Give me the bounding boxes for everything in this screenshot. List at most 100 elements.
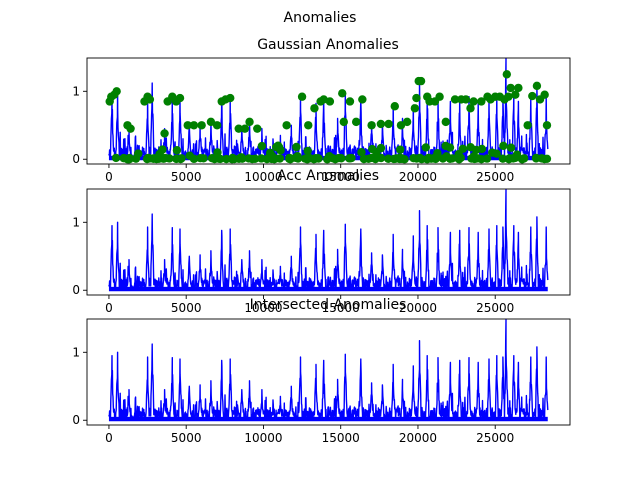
x-tick-label: 25000 (476, 170, 514, 184)
anomaly-marker (416, 76, 426, 86)
anomaly-marker (506, 83, 515, 93)
anomaly-marker (304, 153, 314, 163)
plot-marks (108, 319, 549, 422)
x-tick-label: 25000 (476, 301, 514, 315)
anomaly-marker (172, 154, 181, 164)
anomaly-marker (410, 104, 420, 113)
anomaly-marker (511, 153, 520, 163)
anomaly-marker (488, 148, 497, 157)
anomaly-marker (422, 155, 432, 164)
anomaly-marker (145, 95, 155, 104)
anomaly-marker (265, 148, 275, 158)
anomaly-marker (402, 117, 412, 127)
anomaly-marker (376, 119, 386, 129)
anomaly-marker (303, 146, 312, 156)
anomaly-marker (466, 142, 475, 152)
x-tick-label: 15000 (322, 170, 360, 184)
anomaly-marker (172, 146, 182, 155)
y-tick-label: 1 (72, 345, 80, 359)
anomaly-marker (237, 154, 246, 163)
axis-ticks: 0 5000 10000 15000 20000 25000 0 1 (72, 345, 514, 445)
anomaly-marker (433, 148, 442, 158)
anomaly-marker (234, 124, 243, 133)
anomaly-marker (498, 154, 508, 163)
anomaly-marker (376, 143, 386, 153)
anomaly-marker (504, 154, 514, 164)
anomaly-marker (477, 144, 487, 154)
plot-marks (108, 189, 549, 292)
anomaly-marker (257, 141, 267, 151)
anomaly-marker (197, 121, 206, 130)
x-tick-label: 15000 (322, 431, 360, 445)
anomaly-marker (514, 83, 523, 93)
anomaly-marker (339, 117, 348, 127)
panel-gaussian-anomalies: Gaussian Anomalies 0 5000 10000 15000 20000 2… (72, 37, 571, 184)
anomaly-marker (206, 117, 216, 127)
anomaly-marker (323, 155, 332, 164)
anomaly-marker (466, 104, 475, 113)
anomaly-marker (502, 70, 512, 79)
anomaly-marker (506, 143, 516, 152)
y-tick-label: 1 (72, 84, 80, 98)
anomaly-marker (123, 155, 132, 164)
anomaly-marker (511, 90, 520, 99)
anomaly-marker (396, 121, 406, 130)
anomaly-marker (158, 145, 167, 154)
anomaly-marker (253, 124, 262, 133)
anomaly-marker (304, 121, 313, 130)
y-tick-label: 0 (72, 152, 80, 166)
anomaly-marker (112, 87, 121, 96)
signal-baseline-band (108, 286, 548, 292)
anomaly-marker (165, 154, 174, 163)
anomaly-marker (358, 95, 367, 104)
anomaly-marker (528, 91, 537, 101)
x-tick-label: 20000 (399, 301, 437, 315)
anomaly-marker (523, 121, 532, 130)
anomaly-marker (351, 117, 361, 127)
anomaly-marker (412, 93, 421, 103)
anomaly-marker (175, 93, 185, 103)
plot-marks (105, 58, 552, 164)
anomaly-marker (542, 121, 552, 130)
anomaly-marker (461, 95, 471, 104)
anomaly-marker (142, 154, 152, 164)
anomaly-marker (371, 154, 380, 164)
anomaly-marker (337, 154, 346, 163)
anomaly-marker (477, 97, 486, 106)
panel-title: Intersected Anomalies (250, 297, 407, 313)
signal-line (108, 189, 549, 291)
anomaly-marker (469, 152, 478, 161)
anomaly-marker (454, 155, 464, 164)
axes-frame (86, 57, 571, 165)
anomaly-marker (189, 121, 199, 130)
x-tick-label: 10000 (244, 301, 282, 315)
anomaly-marker (154, 154, 164, 163)
anomaly-marker (499, 141, 508, 151)
anomaly-marker (345, 97, 355, 106)
anomaly-marker (531, 153, 541, 163)
anomaly-marker (134, 149, 143, 158)
anomaly-marker (397, 154, 406, 163)
anomaly-marker (346, 153, 355, 163)
anomaly-marker (532, 81, 542, 91)
anomaly-marker (111, 153, 121, 163)
anomaly-marker (396, 145, 405, 154)
anomaly-marker (540, 154, 549, 164)
anomaly-marker (275, 154, 285, 163)
anomaly-marker (435, 92, 444, 101)
x-tick-label: 5000 (171, 301, 202, 315)
anomaly-marker (297, 92, 307, 101)
signal-line (108, 319, 549, 421)
axes-frame (86, 318, 571, 426)
anomaly-marker (412, 154, 421, 163)
x-tick-label: 5000 (171, 170, 202, 184)
x-tick-label: 0 (105, 170, 113, 184)
anomaly-marker (212, 121, 222, 130)
anomaly-marker (282, 121, 291, 130)
x-tick-label: 5000 (171, 431, 202, 445)
anomaly-marker (183, 121, 192, 130)
x-tick-label: 10000 (244, 431, 282, 445)
anomaly-marker (482, 154, 492, 163)
anomaly-marker (257, 154, 266, 163)
